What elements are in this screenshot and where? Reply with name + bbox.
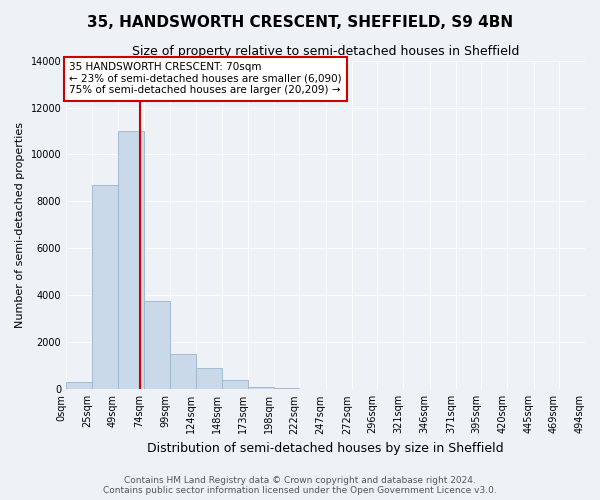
Bar: [274, 388, 299, 390]
Bar: [118, 131, 144, 390]
Bar: [196, 368, 221, 390]
Text: 35, HANDSWORTH CRESCENT, SHEFFIELD, S9 4BN: 35, HANDSWORTH CRESCENT, SHEFFIELD, S9 4…: [87, 15, 513, 30]
Bar: [144, 301, 170, 390]
Bar: [248, 387, 274, 390]
Bar: [66, 382, 92, 390]
Title: Size of property relative to semi-detached houses in Sheffield: Size of property relative to semi-detach…: [132, 45, 519, 58]
Text: 35 HANDSWORTH CRESCENT: 70sqm
← 23% of semi-detached houses are smaller (6,090)
: 35 HANDSWORTH CRESCENT: 70sqm ← 23% of s…: [69, 62, 341, 96]
Bar: [170, 354, 196, 390]
Text: Contains HM Land Registry data © Crown copyright and database right 2024.
Contai: Contains HM Land Registry data © Crown c…: [103, 476, 497, 495]
X-axis label: Distribution of semi-detached houses by size in Sheffield: Distribution of semi-detached houses by …: [147, 442, 504, 455]
Bar: [92, 185, 118, 390]
Bar: [221, 380, 248, 390]
Y-axis label: Number of semi-detached properties: Number of semi-detached properties: [15, 122, 25, 328]
